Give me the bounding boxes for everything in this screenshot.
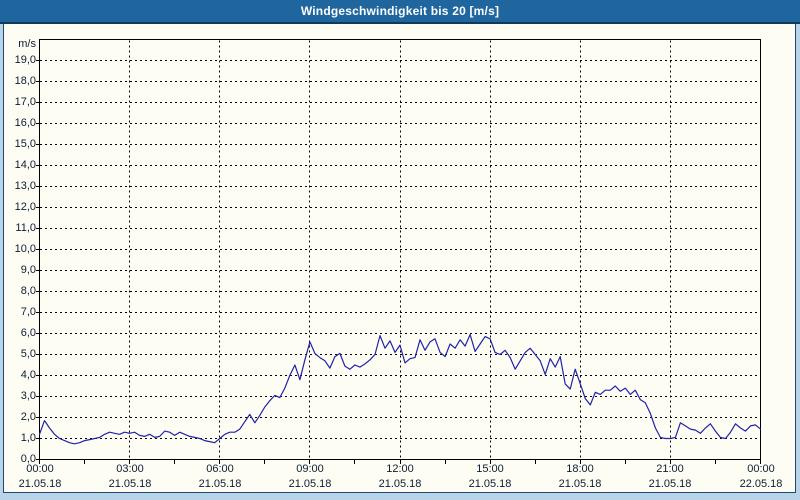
- x-tick-time-label: 15:00: [476, 463, 504, 475]
- x-tick-date-label: 21.05.18: [378, 478, 422, 490]
- y-tick-label: 0,0: [20, 453, 36, 465]
- chart-title-bar: Windgeschwindigkeit bis 20 [m/s]: [0, 0, 800, 24]
- y-tick-label: 14,0: [14, 159, 36, 171]
- y-tick-label: 8,0: [20, 285, 36, 297]
- x-tick-date-label: 21.05.18: [648, 478, 692, 490]
- chart-panel: [3, 24, 796, 493]
- y-tick-label: 6,0: [20, 327, 36, 339]
- y-tick-label: 2,0: [20, 411, 36, 423]
- y-tick-label: 16,0: [14, 117, 36, 129]
- x-tick-date-label: 21.05.18: [288, 478, 332, 490]
- x-tick-date-label: 21.05.18: [108, 478, 152, 490]
- y-tick-label: 3,0: [20, 390, 36, 402]
- y-tick-label: 19,0: [14, 54, 36, 66]
- x-tick-time-label: 00:00: [747, 463, 775, 475]
- y-axis-unit-label: m/s: [18, 38, 36, 50]
- x-tick-date-label: 22.05.18: [739, 478, 783, 490]
- y-tick-label: 11,0: [15, 222, 36, 234]
- y-tick-label: 12,0: [14, 201, 36, 213]
- x-tick-date-label: 21.05.18: [18, 478, 62, 490]
- x-tick-date-label: 21.05.18: [558, 478, 602, 490]
- y-tick-label: 15,0: [14, 138, 36, 150]
- x-tick-date-label: 21.05.18: [468, 478, 512, 490]
- y-tick-label: 13,0: [14, 180, 36, 192]
- y-tick-label: 9,0: [20, 264, 36, 276]
- x-tick-time-label: 21:00: [656, 463, 684, 475]
- x-tick-time-label: 00:00: [26, 463, 54, 475]
- y-tick-label: 1,0: [20, 432, 36, 444]
- x-tick-time-label: 09:00: [296, 463, 324, 475]
- x-tick-time-label: 03:00: [116, 463, 144, 475]
- chart-title: Windgeschwindigkeit bis 20 [m/s]: [300, 4, 500, 18]
- x-tick-time-label: 18:00: [566, 463, 594, 475]
- y-tick-label: 4,0: [20, 369, 36, 381]
- y-tick-label: 5,0: [20, 348, 36, 360]
- x-tick-time-label: 12:00: [386, 463, 414, 475]
- y-tick-label: 17,0: [14, 96, 36, 108]
- y-tick-label: 18,0: [14, 75, 36, 87]
- x-tick-time-label: 06:00: [206, 463, 234, 475]
- x-tick-date-label: 21.05.18: [198, 478, 242, 490]
- y-tick-label: 10,0: [14, 243, 36, 255]
- y-tick-label: 7,0: [20, 306, 36, 318]
